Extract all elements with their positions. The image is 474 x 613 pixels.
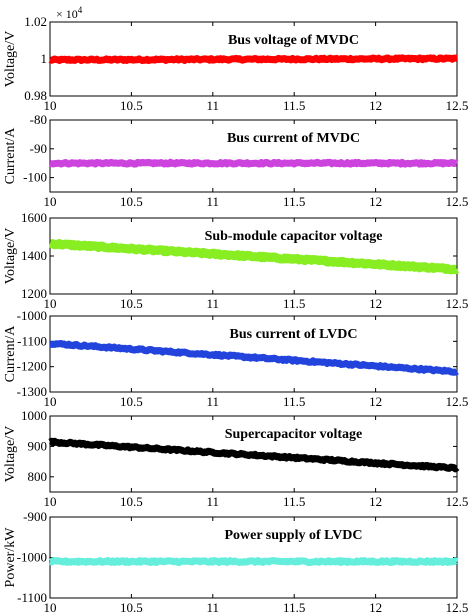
y-tick-label: -900 (23, 509, 47, 524)
x-tick-label: 12 (369, 98, 382, 113)
y-tick-label: 0.98 (24, 88, 47, 103)
x-tick-label: 11 (207, 494, 220, 509)
x-tick-label: 11 (207, 394, 220, 409)
y-tick-label: -100 (23, 170, 47, 185)
x-tick-label: 11.5 (283, 296, 305, 311)
chart-panel-5: 800 900 1000 10 10.5 11 11.5 12 12.5 Voltage/V Sup… (3, 408, 468, 509)
x-tick-label: 10 (44, 296, 57, 311)
x-tick-label: 12 (369, 296, 382, 311)
chart-panel-4: -1300 -1200 -1100 -1000 10 10.5 11 11.5 12 12.5 Cu… (3, 308, 468, 409)
y-tick-label: -1000 (17, 308, 47, 323)
chart-title: Supercapacitor voltage (225, 427, 363, 442)
x-tick-label: 10.5 (120, 98, 143, 113)
x-tick-label: 12.5 (446, 98, 469, 113)
y-axis-label: Voltage/V (3, 31, 18, 88)
x-tick-label: 12.5 (446, 194, 469, 209)
x-tick-label: 11 (207, 194, 220, 209)
axes-frame (49, 119, 458, 193)
chart-title: Sub-module capacitor voltage (205, 229, 383, 244)
x-tick-label: 11.5 (283, 394, 305, 409)
x-tick-label: 12 (369, 194, 382, 209)
x-tick-label: 11.5 (283, 600, 305, 613)
chart-panel-1: 0.98 1 1.02 10 10.5 11 11.5 12 12.5 Voltage/V × 10… (3, 5, 468, 113)
y-axis-label: Current/A (3, 127, 18, 185)
series-line (47, 239, 460, 275)
x-tick-label: 10 (44, 98, 57, 113)
chart-title: Bus current of LVDC (230, 327, 358, 342)
y-axis-label: Voltage/V (3, 228, 18, 285)
y-tick-label: -1000 (17, 550, 47, 565)
chart-title: Power supply of LVDC (224, 528, 362, 543)
y-axis-label: Voltage/V (3, 426, 18, 483)
chart-panel-3: 1200 1400 1600 10 10.5 11 11.5 12 12.5 Voltage/V S… (3, 210, 468, 311)
series-line (48, 557, 459, 566)
y-tick-label: 1.02 (24, 14, 47, 29)
series-line (48, 437, 460, 473)
x-tick-label: 11.5 (283, 494, 305, 509)
series-line (48, 158, 459, 168)
x-tick-label: 12.5 (446, 296, 469, 311)
chart-panel-6: -1100 -1000 -900 10 10.5 11 11.5 12 12.5 Power/kW… (3, 509, 468, 613)
x-tick-label: 10 (44, 394, 57, 409)
y-tick-label: -80 (30, 112, 47, 127)
y-tick-label: -90 (30, 141, 47, 156)
series-line (48, 340, 459, 376)
x-tick-label: 12 (369, 494, 382, 509)
y-tick-label: -1200 (17, 359, 47, 374)
x-tick-label: 11.5 (283, 194, 305, 209)
y-tick-label: 1000 (21, 408, 47, 423)
x-tick-label: 12 (369, 600, 382, 613)
series-line (48, 54, 459, 64)
chart-title: Bus voltage of MVDC (228, 33, 359, 48)
x-tick-label: 10.5 (120, 194, 143, 209)
x-tick-label: 11.5 (283, 98, 305, 113)
x-tick-label: 12.5 (446, 394, 469, 409)
chart-panel-2: -100 -90 -80 10 10.5 11 11.5 12 12.5 Current/A Bus… (3, 112, 468, 209)
x-tick-label: 10.5 (120, 600, 143, 613)
chart-title: Bus current of MVDC (227, 131, 360, 146)
y-axis-label: Power/kW (3, 527, 18, 588)
y-tick-label: 1200 (21, 286, 47, 301)
y-tick-label: -1100 (17, 590, 47, 605)
y-tick-label: 900 (28, 438, 48, 453)
y-tick-label: -1300 (17, 384, 47, 399)
x-tick-label: 10 (44, 194, 57, 209)
x-tick-label: 10 (44, 600, 57, 613)
y-tick-label: 800 (28, 469, 48, 484)
x-tick-label: 12.5 (446, 494, 469, 509)
y-tick-label: 1 (41, 51, 48, 66)
x-tick-label: 10.5 (120, 494, 143, 509)
y-tick-label: 1400 (21, 248, 47, 263)
x-tick-label: 11 (207, 98, 220, 113)
x-tick-label: 10.5 (120, 394, 143, 409)
x-tick-label: 11 (207, 600, 220, 613)
y-multiplier: × 104 (56, 5, 83, 21)
y-axis-label: Current/A (3, 325, 18, 383)
x-tick-label: 10 (44, 494, 57, 509)
x-tick-label: 12.5 (446, 600, 469, 613)
y-tick-label: 1600 (21, 210, 47, 225)
y-tick-label: -1100 (17, 333, 47, 348)
x-tick-label: 11 (207, 296, 220, 311)
x-tick-label: 12 (369, 394, 382, 409)
x-tick-label: 10.5 (120, 296, 143, 311)
